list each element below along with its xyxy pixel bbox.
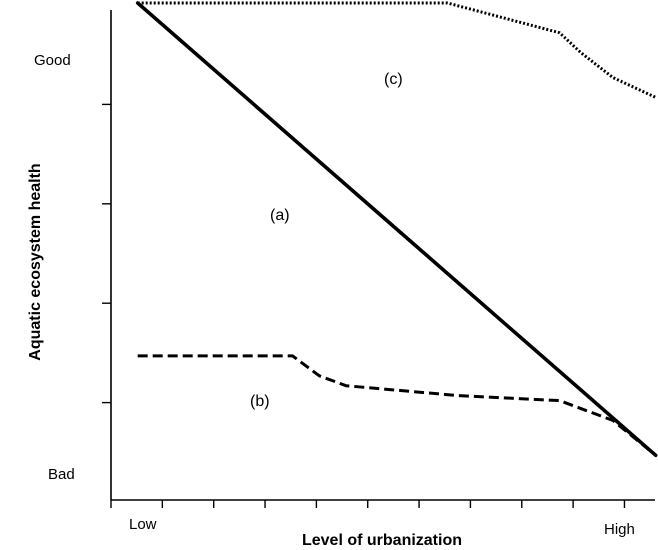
y-axis-title: Aquatic ecosystem health (27, 163, 44, 360)
x-axis-title: Level of urbanization (302, 532, 462, 549)
series-layer (135, 1, 658, 458)
y-tick-label-good: Good (34, 52, 71, 69)
series-a-line (135, 1, 658, 458)
series-c-line (137, 1, 657, 99)
y-ticks (102, 103, 111, 404)
series-label-b: (b) (250, 393, 270, 410)
x-ticks (110, 500, 626, 508)
series-label-a: (a) (270, 207, 290, 224)
x-tick-label-high: High (604, 521, 635, 538)
y-tick-label-bad: Bad (48, 466, 75, 483)
x-tick-label-low: Low (129, 516, 157, 533)
series-label-c: (c) (384, 71, 403, 88)
series-b-line (137, 354, 657, 457)
